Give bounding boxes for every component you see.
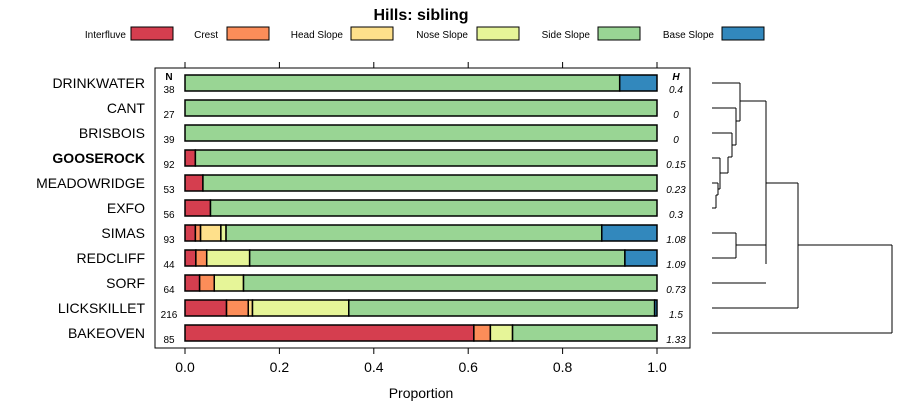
row-n-value: 44: [163, 260, 175, 271]
legend-label: Head Slope: [291, 30, 344, 41]
bar-segment-interfluve: [184, 224, 197, 242]
row-h-value: 0.3: [669, 210, 683, 221]
row-n-value: 53: [163, 185, 175, 196]
row-h-value: 1.08: [666, 235, 686, 246]
bar-segment-side-slope: [242, 274, 658, 292]
bar-segment-interfluve: [184, 324, 475, 342]
legend-label: Side Slope: [542, 30, 591, 41]
bar-segment-side-slope: [225, 224, 603, 242]
bar-segment-head-slope: [199, 224, 222, 242]
plot-frame: [154, 67, 691, 349]
bar-segment-interfluve: [184, 149, 197, 167]
row-n-value: 39: [163, 135, 175, 146]
bar-segment-side-slope: [248, 249, 626, 267]
row-n-value: 27: [163, 110, 175, 121]
row-label: SORF: [106, 275, 145, 291]
bar-segment-crest: [473, 324, 492, 342]
legend-swatch: [597, 26, 641, 41]
row-h-value: 0.73: [666, 285, 686, 296]
x-axis-label: Proportion: [389, 385, 454, 401]
legend-swatch: [476, 26, 520, 41]
row-n-value: 38: [163, 85, 175, 96]
bar-segment-crest: [198, 274, 216, 292]
bar-segment-base-slope: [653, 299, 658, 317]
legend-label: Crest: [194, 30, 218, 41]
row-label: SIMAS: [101, 225, 145, 241]
row-h-value: 1.33: [666, 335, 686, 346]
row-n-value: 85: [163, 335, 175, 346]
row-label: MEADOWRIDGE: [36, 175, 145, 191]
bar-segment-base-slope: [601, 224, 658, 242]
row-n-value: 64: [163, 285, 175, 296]
row-h-value: 0.23: [666, 185, 686, 196]
row-n-value: 93: [163, 235, 175, 246]
row-h-value: 0.4: [669, 85, 683, 96]
bar-segment-crest: [225, 299, 249, 317]
row-h-value: 0.15: [666, 160, 686, 171]
legend-label: Interfluve: [85, 30, 127, 41]
legend-swatch: [130, 26, 174, 41]
bar-segment-side-slope: [194, 149, 658, 167]
dendrogram: [712, 82, 893, 334]
bar-segment-interfluve: [184, 174, 204, 192]
legend-swatch: [350, 26, 394, 41]
legend-label: Base Slope: [663, 30, 715, 41]
bar-segment-base-slope: [624, 249, 658, 267]
bar-segment-side-slope: [348, 299, 656, 317]
row-label: LICKSKILLET: [58, 300, 146, 316]
bar-segment-crest: [194, 224, 202, 242]
bar-segment-interfluve: [184, 249, 197, 267]
bar-segment-crest: [195, 249, 208, 267]
row-label: REDCLIFF: [77, 250, 145, 266]
row-n-value: 92: [163, 160, 175, 171]
n-header: N: [165, 72, 172, 83]
x-tick-label: 0.4: [364, 359, 384, 375]
x-tick-label: 1.0: [647, 359, 667, 375]
row-label: DRINKWATER: [52, 75, 145, 91]
bar-segment-interfluve: [184, 299, 228, 317]
x-tick-label: 0.8: [553, 359, 573, 375]
bar-segment-nose-slope: [251, 299, 350, 317]
bar-segment-side-slope: [511, 324, 658, 342]
dendrogram-branch: [712, 82, 893, 334]
legend-swatch: [721, 26, 765, 41]
row-n-value: 216: [161, 310, 178, 321]
bar-segment-nose-slope: [213, 274, 245, 292]
x-axis: 0.0 0.2 0.4 0.6 0.8 1.0: [175, 62, 667, 375]
rows: DRINKWATER 38 0.4 CANT 27 0 BRISBOIS 39 0 GOOSERO…: [36, 74, 686, 346]
bar-segment-nose-slope: [205, 249, 251, 267]
bar-segment-interfluve: [184, 199, 212, 217]
row-label: EXFO: [107, 200, 145, 216]
bar-segment-side-slope: [184, 74, 621, 92]
bar-segment-nose-slope: [220, 224, 227, 242]
bar-segment-nose-slope: [489, 324, 514, 342]
bar-segment-side-slope: [184, 99, 658, 117]
row-h-value: 0: [673, 110, 679, 121]
x-tick-label: 0.0: [175, 359, 195, 375]
row-n-value: 56: [163, 210, 175, 221]
legend-swatch: [226, 26, 270, 41]
chart-title: Hills: sibling: [373, 7, 468, 24]
bar-segment-side-slope: [209, 199, 658, 217]
row-h-value: 1.09: [666, 260, 686, 271]
h-header: H: [672, 72, 680, 83]
x-tick-label: 0.2: [270, 359, 290, 375]
bar-segment-side-slope: [202, 174, 658, 192]
row-label: CANT: [107, 100, 146, 116]
bar-segment-interfluve: [184, 274, 201, 292]
legend-label: Nose Slope: [416, 30, 468, 41]
legend: Interfluve Crest Head Slope Nose Slope Side …: [85, 26, 765, 41]
bar-segment-base-slope: [618, 74, 658, 92]
row-label: BAKEOVEN: [68, 325, 145, 341]
x-tick-label: 0.6: [458, 359, 478, 375]
row-label: GOOSEROCK: [52, 150, 145, 166]
row-label: BRISBOIS: [79, 125, 145, 141]
row-h-value: 1.5: [669, 310, 683, 321]
bar-segment-side-slope: [184, 124, 658, 142]
row-h-value: 0: [673, 135, 679, 146]
